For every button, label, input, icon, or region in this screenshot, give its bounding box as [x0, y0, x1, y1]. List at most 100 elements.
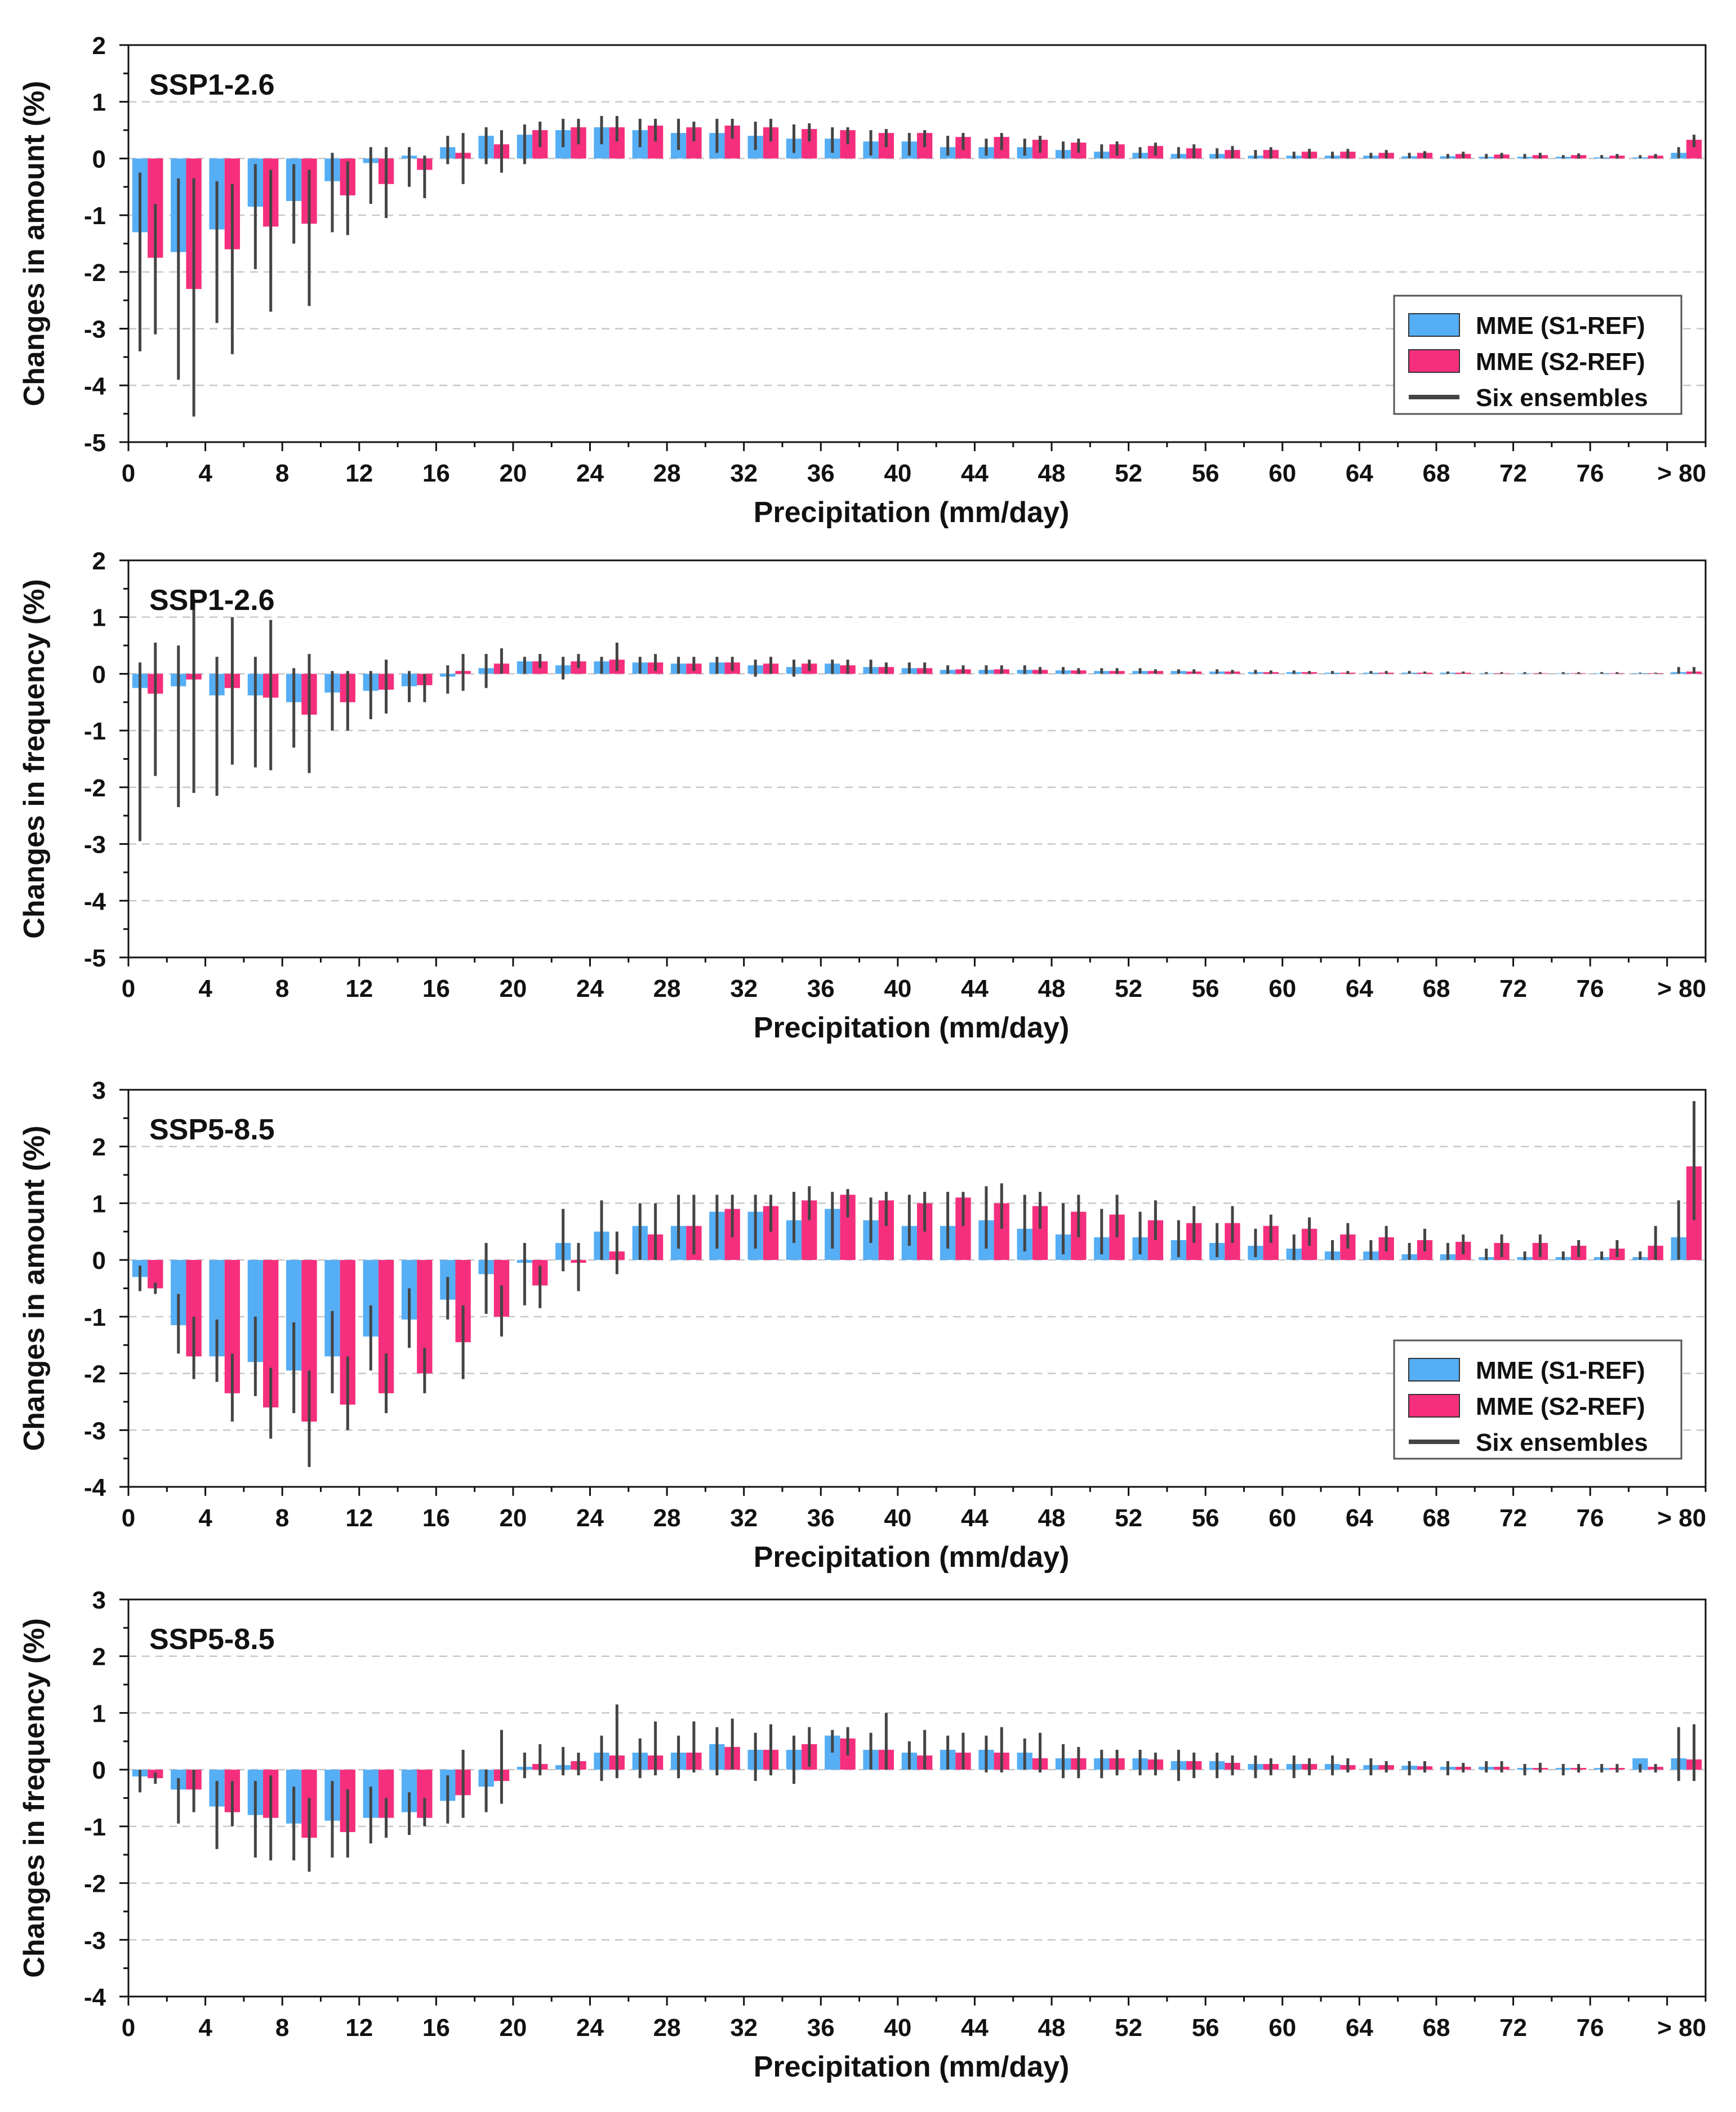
- x-tick-label: 20: [499, 2014, 527, 2042]
- x-tick-label: 44: [961, 1504, 989, 1532]
- panel-label: SSP5-8.5: [149, 1113, 275, 1146]
- panel-label: SSP1-2.6: [149, 584, 275, 617]
- x-tick-label: 60: [1268, 460, 1296, 487]
- legend-swatch-s1: [1408, 313, 1460, 337]
- x-tick-label: 24: [576, 1504, 604, 1532]
- x-tick-label: 20: [499, 975, 527, 1002]
- x-axis-label: Precipitation (mm/day): [754, 1541, 1070, 1574]
- y-tick-label: 0: [92, 1247, 106, 1275]
- legend-label-s1: MME (S1-REF): [1476, 1357, 1645, 1384]
- x-tick-label: 36: [807, 2014, 835, 2042]
- x-tick-label: 8: [275, 460, 289, 487]
- x-tick-label: 20: [499, 1504, 527, 1532]
- x-tick-label: 0: [122, 2014, 135, 2042]
- y-tick-label: -3: [84, 1417, 106, 1445]
- x-tick-label: > 80: [1657, 460, 1706, 487]
- x-tick-label: 68: [1422, 2014, 1450, 2042]
- x-tick-label: 36: [807, 1504, 835, 1532]
- y-axis-label: Changes in amount (%): [18, 1126, 51, 1451]
- x-tick-label: 12: [345, 975, 373, 1002]
- x-tick-label: 40: [884, 1504, 911, 1532]
- x-tick-label: 56: [1192, 460, 1219, 487]
- y-tick-label: 2: [92, 1643, 106, 1671]
- y-tick-label: 3: [92, 1077, 106, 1104]
- x-tick-label: 28: [653, 1504, 681, 1532]
- x-axis-label: Precipitation (mm/day): [754, 2051, 1070, 2083]
- x-tick-label: 24: [576, 460, 604, 487]
- x-tick-label: 32: [730, 2014, 758, 2042]
- y-tick-label: -4: [84, 372, 106, 400]
- x-tick-label: 24: [576, 2014, 604, 2042]
- legend: MME (S1-REF) MME (S2-REF) Six ensembles: [1393, 295, 1682, 415]
- x-axis-label: Precipitation (mm/day): [754, 496, 1070, 529]
- x-tick-label: 64: [1346, 975, 1373, 1002]
- y-tick-label: -5: [84, 429, 106, 457]
- x-tick-label: 24: [576, 975, 604, 1002]
- series-s2: [148, 115, 1702, 417]
- x-tick-label: > 80: [1657, 2014, 1706, 2042]
- x-tick-label: 16: [422, 460, 450, 487]
- y-tick-label: -4: [84, 1984, 106, 2011]
- x-tick-label: 8: [275, 2014, 289, 2042]
- legend-swatch-s1: [1408, 1358, 1460, 1382]
- x-tick-label: 32: [730, 975, 758, 1002]
- y-tick-label: -2: [84, 1870, 106, 1898]
- x-tick-label: 76: [1577, 460, 1604, 487]
- series-s1: [132, 1727, 1686, 1861]
- x-tick-label: 8: [275, 1504, 289, 1532]
- x-tick-label: 52: [1115, 1504, 1142, 1532]
- x-tick-label: 48: [1038, 460, 1066, 487]
- x-tick-label: 28: [653, 2014, 681, 2042]
- x-tick-label: 52: [1115, 460, 1142, 487]
- plot-frame: [127, 559, 1707, 959]
- y-tick-label: -1: [84, 718, 106, 745]
- x-tick-label: 48: [1038, 975, 1066, 1002]
- x-tick-label: 0: [122, 1504, 135, 1532]
- x-tick-label: > 80: [1657, 1504, 1706, 1532]
- x-tick-label: 44: [961, 975, 989, 1002]
- y-tick-label: -2: [84, 774, 106, 802]
- y-tick-label: 1: [92, 1190, 106, 1218]
- legend-label-s2: MME (S2-REF): [1476, 1393, 1645, 1420]
- x-tick-label: 4: [198, 2014, 212, 2042]
- x-tick-label: 72: [1499, 2014, 1527, 2042]
- x-tick-label: 56: [1192, 975, 1219, 1002]
- y-tick-label: 1: [92, 604, 106, 632]
- x-tick-label: 0: [122, 975, 135, 1002]
- x-tick-label: 48: [1038, 2014, 1066, 2042]
- x-tick-label: 28: [653, 460, 681, 487]
- x-tick-label: 60: [1268, 975, 1296, 1002]
- y-tick-label: -5: [84, 944, 106, 972]
- x-tick-label: 76: [1577, 975, 1604, 1002]
- x-tick-label: 56: [1192, 1504, 1219, 1532]
- y-tick-label: -1: [84, 1304, 106, 1331]
- x-tick-label: 4: [198, 975, 212, 1002]
- y-tick-label: -1: [84, 202, 106, 230]
- series-s2: [148, 1101, 1702, 1467]
- x-tick-label: 28: [653, 975, 681, 1002]
- series-s1: [132, 115, 1686, 380]
- legend: MME (S1-REF) MME (S2-REF) Six ensembles: [1393, 1339, 1682, 1460]
- x-tick-label: 60: [1268, 1504, 1296, 1532]
- y-tick-label: -3: [84, 831, 106, 859]
- x-tick-label: 44: [961, 2014, 989, 2042]
- legend-label-s1: MME (S1-REF): [1476, 312, 1645, 340]
- x-tick-label: 4: [198, 1504, 212, 1532]
- x-tick-label: 12: [345, 1504, 373, 1532]
- x-tick-label: 36: [807, 460, 835, 487]
- legend-swatch-s2: [1408, 349, 1460, 373]
- x-tick-label: 36: [807, 975, 835, 1002]
- y-tick-label: 0: [92, 1757, 106, 1784]
- y-tick-label: -4: [84, 888, 106, 915]
- bar-s1: [1632, 1758, 1648, 1770]
- y-tick-label: 1: [92, 1700, 106, 1727]
- x-tick-label: 40: [884, 975, 911, 1002]
- y-tick-label: -4: [84, 1474, 106, 1501]
- x-tick-label: 72: [1499, 1504, 1527, 1532]
- legend-swatch-s2: [1408, 1394, 1460, 1418]
- x-tick-label: 20: [499, 460, 527, 487]
- x-tick-label: 8: [275, 975, 289, 1002]
